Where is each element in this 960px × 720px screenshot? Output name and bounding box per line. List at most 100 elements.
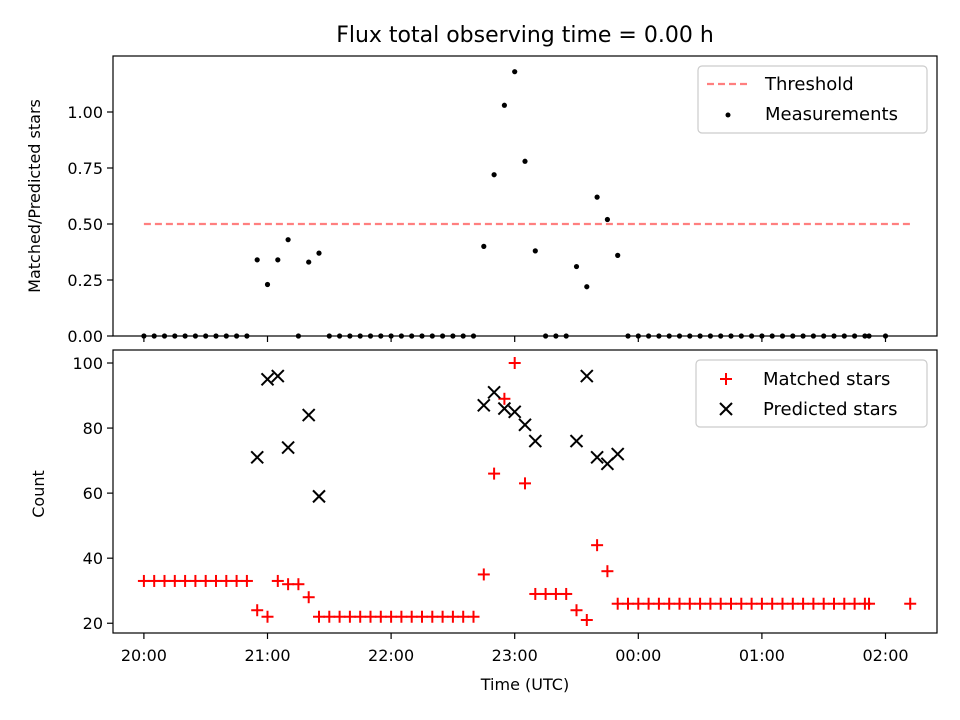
- matched-star-marker: [261, 610, 274, 623]
- measurement-point: [501, 102, 507, 108]
- matched-star-marker: [560, 587, 573, 600]
- matched-star-marker: [189, 574, 202, 587]
- predicted-star-marker: [477, 398, 491, 413]
- top-y-tick-label: 0.50: [67, 215, 103, 234]
- top-y-tick-label: 0.00: [67, 327, 103, 346]
- matched-star-marker: [642, 597, 655, 610]
- matched-star-marker: [148, 574, 161, 587]
- matched-star-marker: [498, 392, 511, 405]
- matched-star-marker: [323, 610, 336, 623]
- matched-star-marker: [508, 357, 521, 370]
- measurement-point: [615, 252, 621, 258]
- top-panel: 0.00 0.25 0.50 0.75 1.00 Matched/Predicted s…: [25, 55, 938, 346]
- matched-star-marker: [302, 591, 315, 604]
- measurement-point: [491, 172, 497, 178]
- bottom-x-tick-label: 21:00: [244, 646, 290, 665]
- predicted-star-marker: [497, 401, 512, 416]
- matched-star-marker: [786, 597, 799, 610]
- matched-star-marker: [632, 597, 645, 610]
- matched-star-marker: [467, 610, 480, 623]
- predicted-star-marker: [301, 408, 316, 422]
- predicted-star-marker: [518, 418, 532, 432]
- matched-star-marker: [725, 597, 737, 610]
- matched-star-marker: [354, 610, 367, 623]
- matched-star-marker: [313, 610, 325, 623]
- matched-star-marker: [529, 587, 542, 600]
- predicted-star-marker: [528, 434, 543, 448]
- matched-star-marker: [343, 610, 356, 623]
- matched-star-marker: [251, 604, 264, 617]
- matched-star-marker: [457, 610, 470, 623]
- measurement-point: [512, 69, 518, 75]
- matched-star-marker: [776, 597, 789, 610]
- matched-legend-label: Matched stars: [763, 369, 890, 390]
- matched-star-marker: [549, 587, 562, 600]
- matched-star-marker: [570, 604, 583, 617]
- measurement-point: [573, 263, 580, 270]
- matched-star-marker: [220, 574, 233, 587]
- matched-star-marker: [446, 610, 459, 623]
- bottom-x-tick-label: 00:00: [615, 646, 661, 665]
- matched-star-marker: [611, 597, 624, 610]
- bottom-y-tick-label: 20: [83, 614, 103, 633]
- measurement-point: [522, 158, 528, 164]
- bottom-legend-box: [695, 359, 928, 428]
- top-y-axis-label: Matched/Predicted stars: [25, 99, 44, 293]
- bottom-x-tick-label: 20:00: [121, 646, 167, 665]
- matched-star-marker: [904, 597, 917, 610]
- top-y-tick-label: 0.75: [67, 159, 103, 178]
- matched-star-marker: [838, 597, 851, 610]
- matched-star-marker: [663, 597, 676, 610]
- matched-star-marker: [755, 597, 768, 610]
- predicted-star-marker: [507, 405, 522, 419]
- threshold-legend-label: Threshold: [764, 74, 854, 95]
- measurement-point: [594, 194, 600, 200]
- predicted-star-marker: [590, 450, 604, 465]
- matched-star-marker: [622, 597, 634, 610]
- bottom-x-ticks: 20:00 21:00 22:00 23:00 00:00 01:00 02:00: [121, 633, 909, 665]
- matched-star-marker: [807, 597, 820, 610]
- bottom-axes-frame: [112, 349, 938, 634]
- bottom-y-tick-label: 80: [83, 419, 103, 438]
- figure-title: Flux total observing time = 0.00 h: [336, 23, 714, 48]
- bottom-x-tick-label: 23:00: [492, 646, 538, 665]
- matched-star-marker: [735, 597, 748, 610]
- matched-star-marker: [282, 578, 295, 591]
- predicted-legend-swatch: [719, 402, 733, 416]
- bottom-x-tick-label: 22:00: [368, 646, 414, 665]
- bottom-y-tick-label: 40: [83, 549, 103, 568]
- matched-star-marker: [158, 574, 171, 587]
- matched-star-marker: [426, 610, 439, 623]
- predicted-star-marker: [487, 385, 501, 399]
- bottom-y-tick-label: 100: [72, 354, 103, 373]
- bottom-y-tick-label: 60: [83, 484, 103, 503]
- matched-star-marker: [385, 610, 398, 623]
- matched-star-marker: [745, 597, 758, 610]
- matched-star-marker: [395, 610, 408, 623]
- top-y-tick-label: 0.25: [67, 271, 103, 290]
- bottom-legend: Matched stars Predicted stars: [695, 359, 928, 428]
- matched-star-marker: [704, 597, 717, 610]
- measurement-point: [264, 281, 271, 288]
- matched-star-marker: [539, 587, 552, 600]
- matched-star-marker: [673, 597, 686, 610]
- matched-star-marker: [863, 597, 876, 610]
- measurement-point: [285, 237, 291, 243]
- matched-star-marker: [848, 597, 861, 610]
- matched-star-marker: [405, 610, 418, 623]
- matched-legend-swatch: [720, 373, 732, 385]
- top-y-ticks: 0.00 0.25 0.50 0.75 1.00: [67, 103, 113, 346]
- measurement-point: [481, 243, 487, 249]
- bottom-x-tick-label: 02:00: [862, 646, 908, 665]
- matched-star-marker: [436, 610, 449, 623]
- measurement-point: [316, 250, 322, 256]
- matched-star-marker: [292, 578, 305, 591]
- predicted-legend-label: Predicted stars: [763, 399, 897, 420]
- matched-star-marker: [714, 597, 727, 610]
- measurement-point: [275, 257, 281, 263]
- matched-star-marker: [488, 467, 501, 480]
- matched-star-marker: [416, 610, 428, 623]
- predicted-star-marker: [250, 450, 264, 465]
- matched-star-marker: [210, 574, 222, 587]
